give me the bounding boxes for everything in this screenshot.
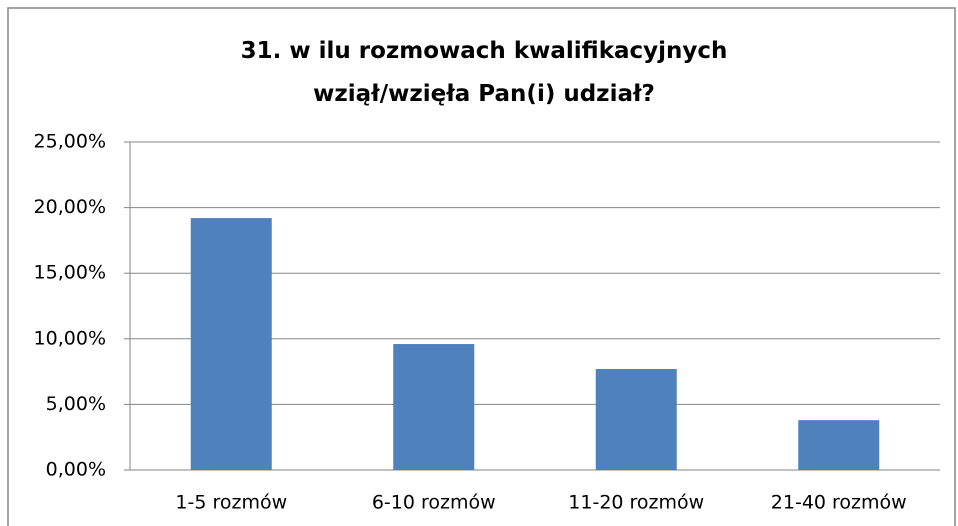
x-tick-label: 6-10 rozmów — [372, 492, 496, 514]
bar — [798, 420, 880, 470]
y-tick-label: 25,00% — [34, 131, 106, 153]
bar — [190, 218, 272, 470]
y-tick-label: 0,00% — [46, 459, 106, 481]
y-tick-label: 10,00% — [34, 327, 106, 349]
bar — [595, 368, 677, 470]
bar — [393, 344, 475, 470]
x-tick-label: 21-40 rozmów — [771, 492, 907, 514]
chart-title: 31. w ilu rozmowach kwalifikacyjnych wzi… — [240, 38, 728, 107]
y-tick-label: 15,00% — [34, 262, 106, 284]
x-tick-label: 11-20 rozmów — [568, 492, 704, 514]
x-tick-label: 1-5 rozmów — [175, 492, 287, 514]
chart-frame — [7, 7, 956, 526]
y-tick-label: 20,00% — [34, 196, 106, 218]
y-tick-label: 5,00% — [46, 393, 106, 415]
